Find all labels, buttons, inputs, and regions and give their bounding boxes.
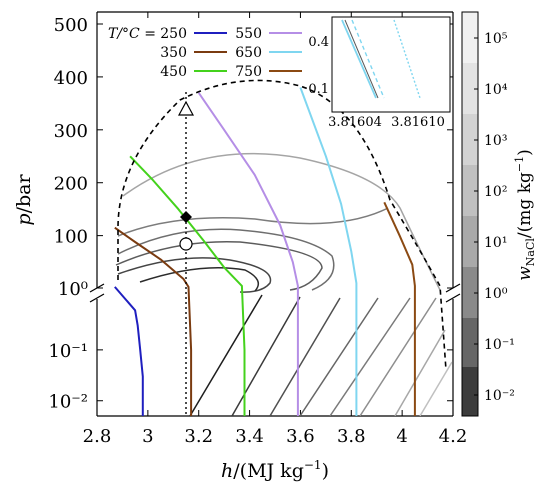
saturation-envelope [117, 79, 447, 371]
plot-frame [89, 11, 461, 417]
colorbar-label: wNaCl/(mg kg−1) [513, 149, 537, 281]
legend-title: T/°C = [108, 26, 156, 42]
isotherm-550 [197, 92, 299, 416]
y-tick-label: 10⁻¹ [48, 341, 88, 362]
inset-x-tick-label: 3.81610 [391, 115, 445, 130]
isotherm-650 [299, 87, 358, 416]
legend-label: 750 [235, 64, 262, 80]
contour-line [122, 152, 441, 291]
contour-lines [115, 152, 441, 293]
x-tick-label: 3.4 [235, 426, 264, 447]
isotherm-750 [383, 201, 416, 416]
legend: T/°C = 250 350 450 550 650 750 [108, 26, 302, 80]
lower-contours [189, 294, 453, 416]
x-tick-label: 4.2 [439, 426, 468, 447]
x-tick-label: 4 [396, 426, 407, 447]
isotherm-450 [129, 155, 246, 416]
x-tick-label: 3 [142, 426, 153, 447]
x-tick-label: 3.2 [184, 426, 213, 447]
x-tick-label: 2.8 [83, 426, 112, 447]
contour-line [139, 266, 260, 292]
colorbar-tick-label: 10⁰ [484, 286, 508, 302]
inset-y-tick-label: 0.4 [308, 35, 329, 50]
x-axis-label: h/(MJ kg−1) [221, 458, 329, 482]
colorbar-tick-label: 10⁻² [484, 388, 515, 404]
circle-marker [179, 237, 193, 251]
colorbar-tick-label: 10⁵ [484, 31, 508, 47]
x-tick-label: 3.6 [286, 426, 315, 447]
legend-label: 650 [235, 45, 262, 61]
inset: 3.81604 3.81610 0.4 0.1 [308, 16, 451, 130]
y-tick-label: 500 [54, 15, 88, 36]
x-tick-label: 3.8 [337, 426, 366, 447]
triangle-marker [177, 100, 195, 116]
contour-line [115, 240, 323, 291]
legend-label: 350 [160, 45, 187, 61]
y-tick-label: 10⁻² [48, 392, 88, 413]
contour-line [117, 228, 335, 291]
inset-x-tick-label: 3.81604 [328, 115, 382, 130]
colorbar: 10⁵ 10⁴ 10³ 10² 10¹ 10⁰ 10⁻¹ 10⁻² wNaCl/(mg kg−… [461, 11, 537, 417]
colorbar-tick-label: 10³ [484, 133, 507, 149]
y-tick-label: 200 [54, 174, 88, 195]
x-axis: 2.8 3 3.2 3.4 3.6 3.8 4 4.2 [83, 12, 468, 447]
legend-label: 550 [235, 26, 262, 42]
colorbar-tick-label: 10⁴ [484, 82, 508, 98]
isotherm-250 [114, 286, 144, 416]
legend-label: 450 [160, 64, 187, 80]
y-tick-label: 400 [54, 68, 88, 89]
y-tick-label: 100 [54, 227, 88, 248]
y-tick-label: 10⁰ [58, 279, 88, 300]
y-tick-label: 300 [54, 121, 88, 142]
inset-y-tick-label: 0.1 [308, 82, 329, 97]
y-axis-label: p/bar [13, 174, 35, 226]
contour-line [117, 257, 272, 293]
isotherm-350 [114, 226, 193, 416]
y-axis: 10⁰ 100 200 300 400 500 10⁻¹ 10⁻² [48, 15, 453, 413]
contour-line [117, 207, 389, 237]
colorbar-tick-label: 10² [484, 184, 507, 200]
isotherm-series [114, 87, 416, 416]
diamond-marker [180, 211, 192, 223]
colorbar-tick-label: 10⁻¹ [484, 337, 515, 353]
legend-label: 250 [160, 26, 187, 42]
colorbar-tick-label: 10¹ [484, 235, 507, 251]
